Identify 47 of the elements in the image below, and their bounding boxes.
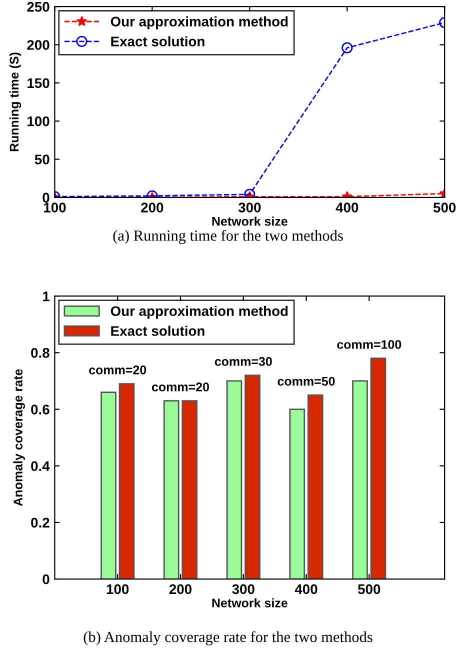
x-tick-label: 400 xyxy=(336,202,358,212)
bar xyxy=(182,400,198,580)
y-tick-label: 100 xyxy=(28,116,50,126)
point xyxy=(342,42,353,54)
x-tick-label: 500 xyxy=(433,202,456,212)
x-tick-label: 400 xyxy=(294,584,318,594)
bar xyxy=(244,374,260,580)
legend-label: Our approximation method xyxy=(110,16,288,30)
legend-label: Exact solution xyxy=(111,36,204,46)
x-axis-title: Network size xyxy=(212,216,288,226)
x-tick-label: 200 xyxy=(141,202,164,212)
y-tick-label: 0 xyxy=(42,192,50,203)
bar xyxy=(100,392,116,580)
bar xyxy=(352,380,368,580)
y-axis-title: Anomaly coverage rate xyxy=(13,369,25,506)
x-tick-label: 200 xyxy=(169,584,192,594)
y-tick-label: 200 xyxy=(27,40,50,50)
legend-label: Exact solution xyxy=(111,326,204,336)
annotation: comm=20 xyxy=(89,366,146,374)
annotation: comm=50 xyxy=(278,376,335,386)
text: (b) Anomaly coverage rate for the two methods xyxy=(84,631,372,646)
bar xyxy=(307,394,324,580)
x-tick-label: 300 xyxy=(238,202,261,212)
text: (a) Running time for the two methods xyxy=(113,230,343,244)
annotation: comm=100 xyxy=(337,340,402,349)
y-tick-label: 250 xyxy=(27,2,50,12)
x-tick-label: 500 xyxy=(358,584,380,594)
y-tick-label: 1 xyxy=(43,292,50,302)
y-tick-label: 0.4 xyxy=(31,461,50,472)
y-tick-label: 50 xyxy=(34,154,50,164)
y-tick-label: 0.2 xyxy=(31,518,50,528)
annotation: comm=30 xyxy=(214,357,272,366)
x-tick-label: 300 xyxy=(232,584,254,594)
annotation: comm=20 xyxy=(152,382,209,392)
y-axis-title: Running time (S) xyxy=(9,52,22,152)
bar xyxy=(163,400,180,580)
y-tick-label: 0.6 xyxy=(31,404,50,414)
legend-label: Our approximation method xyxy=(110,306,288,319)
bar xyxy=(226,380,242,580)
bar xyxy=(289,408,306,580)
bar xyxy=(118,383,135,580)
y-tick-label: 150 xyxy=(28,78,50,88)
x-tick-label: 100 xyxy=(106,584,129,594)
y-tick-label: 0 xyxy=(42,574,50,584)
bar xyxy=(370,358,386,580)
y-tick-label: 0.8 xyxy=(31,348,50,358)
x-axis-title: Network size xyxy=(212,598,288,608)
